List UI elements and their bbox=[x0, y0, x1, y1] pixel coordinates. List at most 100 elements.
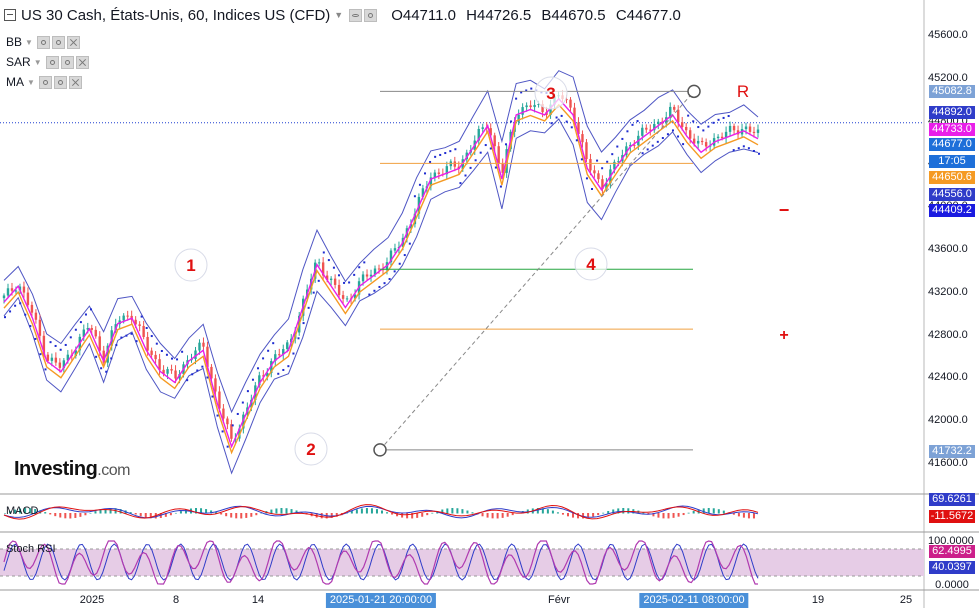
indicator-bb[interactable]: BB ▼ bbox=[6, 34, 80, 50]
macd-bar bbox=[29, 508, 32, 514]
candle-body bbox=[122, 315, 125, 321]
candles bbox=[2, 89, 760, 445]
sar-dot bbox=[160, 349, 163, 352]
sar-dot bbox=[170, 357, 173, 360]
candle-body bbox=[677, 109, 680, 123]
sar-dot bbox=[631, 123, 634, 126]
candle-body bbox=[373, 268, 377, 275]
sar-dot bbox=[424, 172, 427, 175]
sar-dot bbox=[115, 344, 118, 347]
macd-bar bbox=[275, 508, 278, 514]
candle-body bbox=[389, 250, 393, 263]
candle-body bbox=[274, 354, 277, 362]
sar-dot bbox=[682, 143, 685, 146]
macd-bar bbox=[350, 511, 353, 514]
collapse-icon[interactable] bbox=[4, 9, 16, 21]
candle-body bbox=[206, 346, 209, 367]
candle-body bbox=[429, 177, 433, 187]
sar-dot bbox=[454, 148, 457, 151]
sar-dot bbox=[196, 369, 199, 372]
settings-icon[interactable] bbox=[36, 35, 50, 49]
sar-dot bbox=[722, 116, 725, 119]
candle bbox=[673, 104, 676, 113]
candle bbox=[449, 159, 453, 170]
sar-dot bbox=[64, 343, 67, 346]
candle bbox=[94, 326, 97, 339]
macd-bar bbox=[59, 513, 62, 518]
candle bbox=[278, 348, 281, 358]
sar-dot bbox=[742, 145, 745, 148]
sar-dot bbox=[272, 342, 275, 345]
chevron-down-icon[interactable]: ▼ bbox=[334, 10, 344, 20]
visibility-icon[interactable] bbox=[51, 35, 65, 49]
sar-dot bbox=[489, 147, 492, 150]
macd-bar bbox=[235, 513, 238, 519]
macd-bar bbox=[602, 512, 605, 514]
sar-dot bbox=[621, 137, 624, 140]
candle-body bbox=[50, 357, 54, 361]
candle-body bbox=[14, 290, 18, 292]
macd-bar bbox=[290, 509, 293, 514]
close-icon[interactable] bbox=[66, 35, 80, 49]
time-tick: 8 bbox=[172, 594, 180, 606]
candle-body bbox=[445, 166, 449, 175]
candle bbox=[756, 124, 760, 138]
price-tick: 42800.0 bbox=[928, 328, 968, 341]
candle-body bbox=[329, 278, 333, 281]
macd-bar bbox=[174, 512, 177, 514]
chevron-down-icon[interactable]: ▼ bbox=[27, 77, 35, 87]
candle-body bbox=[210, 366, 213, 379]
macd-bar bbox=[44, 512, 47, 514]
candle-body bbox=[98, 336, 101, 351]
candle-body bbox=[597, 173, 600, 180]
candle bbox=[437, 168, 441, 180]
close-icon[interactable] bbox=[75, 55, 89, 69]
plus-label: + bbox=[779, 327, 788, 344]
visibility-icon[interactable] bbox=[60, 55, 74, 69]
candle bbox=[62, 358, 66, 373]
candle-body bbox=[673, 106, 676, 110]
settings-icon[interactable] bbox=[364, 8, 378, 22]
settings-icon[interactable] bbox=[45, 55, 59, 69]
macd-bar bbox=[19, 508, 22, 514]
sar-dot bbox=[181, 350, 184, 353]
candle-body bbox=[345, 298, 349, 300]
visibility-icon[interactable] bbox=[53, 75, 67, 89]
sar-dot bbox=[287, 365, 290, 368]
candle-body bbox=[134, 319, 137, 325]
settings-icon[interactable] bbox=[38, 75, 52, 89]
sar-dot bbox=[499, 185, 502, 188]
sar-dot bbox=[636, 120, 639, 123]
bollinger-lower bbox=[3, 118, 759, 475]
price-badge: 44409.2 bbox=[929, 204, 975, 217]
sar-dot bbox=[469, 166, 472, 169]
macd-bar bbox=[511, 513, 514, 516]
candle bbox=[453, 156, 457, 172]
candle-body bbox=[353, 294, 357, 299]
price-badge: 41732.2 bbox=[929, 445, 975, 458]
macd-bar bbox=[320, 513, 323, 519]
chevron-down-icon[interactable]: ▼ bbox=[25, 37, 33, 47]
chevron-down-icon[interactable]: ▼ bbox=[33, 57, 42, 67]
macd-bar bbox=[722, 510, 725, 514]
indicator-ma[interactable]: MA ▼ bbox=[6, 74, 82, 90]
candle bbox=[433, 169, 437, 182]
candle-body bbox=[569, 99, 572, 108]
macd-bar bbox=[245, 513, 248, 518]
stoch-axis-top: 100.0000 bbox=[928, 535, 974, 547]
macd-bar bbox=[225, 513, 228, 517]
close-icon[interactable] bbox=[68, 75, 82, 89]
eye-icon[interactable] bbox=[349, 8, 363, 22]
candle bbox=[30, 301, 34, 318]
macd-bar bbox=[179, 511, 182, 514]
macd-bar bbox=[9, 511, 12, 514]
candle-body bbox=[174, 370, 177, 379]
sar-dot bbox=[727, 115, 730, 118]
candle bbox=[529, 100, 532, 111]
macd-bar bbox=[240, 513, 243, 519]
indicator-sar[interactable]: SAR ▼ bbox=[6, 54, 89, 70]
candle-body bbox=[645, 127, 648, 130]
sar-dot bbox=[403, 254, 406, 257]
sar-dot bbox=[241, 401, 244, 404]
